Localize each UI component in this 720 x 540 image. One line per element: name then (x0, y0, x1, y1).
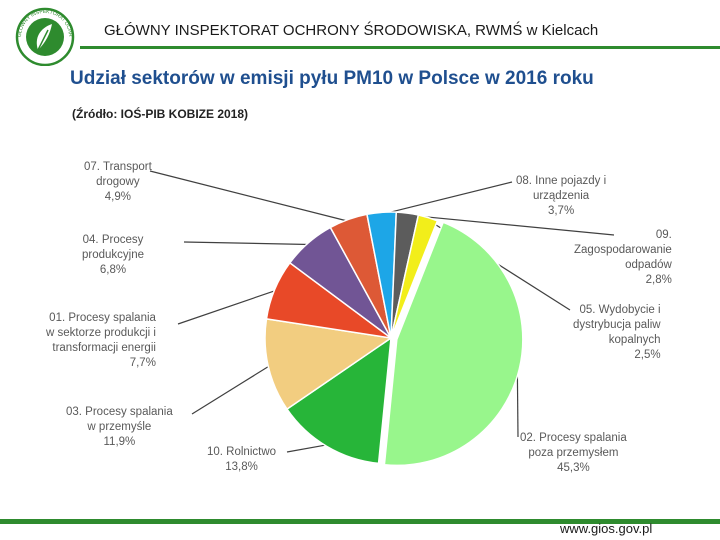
label-slice-10: 10. Rolnictwo 13,8% (207, 445, 276, 475)
leader-line (381, 181, 513, 215)
label-value: 11,9% (103, 436, 136, 448)
label-value: 6,8% (99, 264, 127, 276)
leader-line (191, 364, 271, 415)
leader-line (183, 241, 310, 246)
label-line: w sektorze produkcji i (46, 327, 156, 339)
page-title: Udział sektorów w emisji pyłu PM10 w Pol… (70, 68, 594, 89)
label-line: kopalnych (608, 334, 661, 346)
label-slice-07: 07. Transport drogowy 4,9% (84, 160, 152, 205)
source-note: (Źródło: IOŚ-PIB KOBIZE 2018) (72, 107, 249, 121)
label-line: Zagospodarowanie (574, 244, 672, 256)
label-line: w przemyśle (87, 421, 152, 433)
label-slice-09: 09. Zagospodarowanie odpadów 2,8% (574, 228, 672, 288)
label-line: 02. Procesy spalania (520, 432, 627, 444)
label-line: drogowy (96, 176, 140, 188)
label-value: 3,7% (547, 205, 575, 217)
header-title: GŁÓWNY INSPEKTORAT OCHRONY ŚRODOWISKA, R… (104, 22, 599, 39)
label-value: 2,8% (645, 274, 672, 286)
label-value: 45,3% (557, 462, 590, 474)
label-line: transformacji energii (52, 342, 156, 354)
label-line: 09. (655, 229, 672, 241)
label-slice-01: 01. Procesy spalania w sektorze produkcj… (46, 311, 156, 371)
label-line: dystrybucja paliw (573, 319, 661, 331)
footer-link[interactable]: www.gios.gov.pl (560, 521, 653, 536)
label-value: 2,5% (634, 349, 661, 361)
gios-logo: GŁÓWNY INSPEKTORAT OCHRONY ŚRODOWISKA (12, 6, 75, 66)
label-line: odpadów (625, 259, 672, 271)
leader-line (177, 289, 277, 325)
pie-slice (285, 336, 392, 465)
label-value: 4,9% (104, 191, 131, 203)
label-line: 07. Transport (84, 161, 152, 173)
leader-line (407, 214, 615, 236)
label-line: poza przemysłem (528, 447, 619, 459)
label-slice-05: 05. Wydobycie i dystrybucja paliw kopaln… (573, 303, 661, 363)
footer-divider (0, 519, 720, 524)
pie-slices (264, 211, 524, 467)
label-slice-08: 08. Inne pojazdy i urządzenia 3,7% (516, 174, 606, 219)
label-line: 10. Rolnictwo (207, 446, 277, 458)
label-line: 03. Procesy spalania (66, 406, 173, 418)
label-value: 7,7% (129, 357, 156, 369)
pie-slice (390, 214, 439, 339)
label-line: 08. Inne pojazdy i (516, 175, 607, 187)
label-line: produkcyjne (82, 249, 145, 261)
pie-slice (383, 221, 524, 467)
leader-line (516, 368, 519, 438)
pie-slice (264, 317, 393, 411)
leader-line (286, 444, 328, 453)
label-line: 04. Procesy (82, 234, 144, 246)
label-line: urządzenia (532, 190, 590, 202)
label-slice-04: 04. Procesy produkcyjne 6,8% (82, 233, 144, 278)
header-divider (80, 46, 720, 49)
label-value: 13,8% (225, 461, 258, 473)
leader-line (149, 170, 350, 222)
label-line: 05. Wydobycie i (579, 304, 661, 316)
label-slice-02: 02. Procesy spalania poza przemysłem 45,… (520, 431, 627, 476)
label-line: 01. Procesy spalania (49, 312, 156, 324)
label-slice-03: 03. Procesy spalania w przemyśle 11,9% (66, 405, 173, 450)
